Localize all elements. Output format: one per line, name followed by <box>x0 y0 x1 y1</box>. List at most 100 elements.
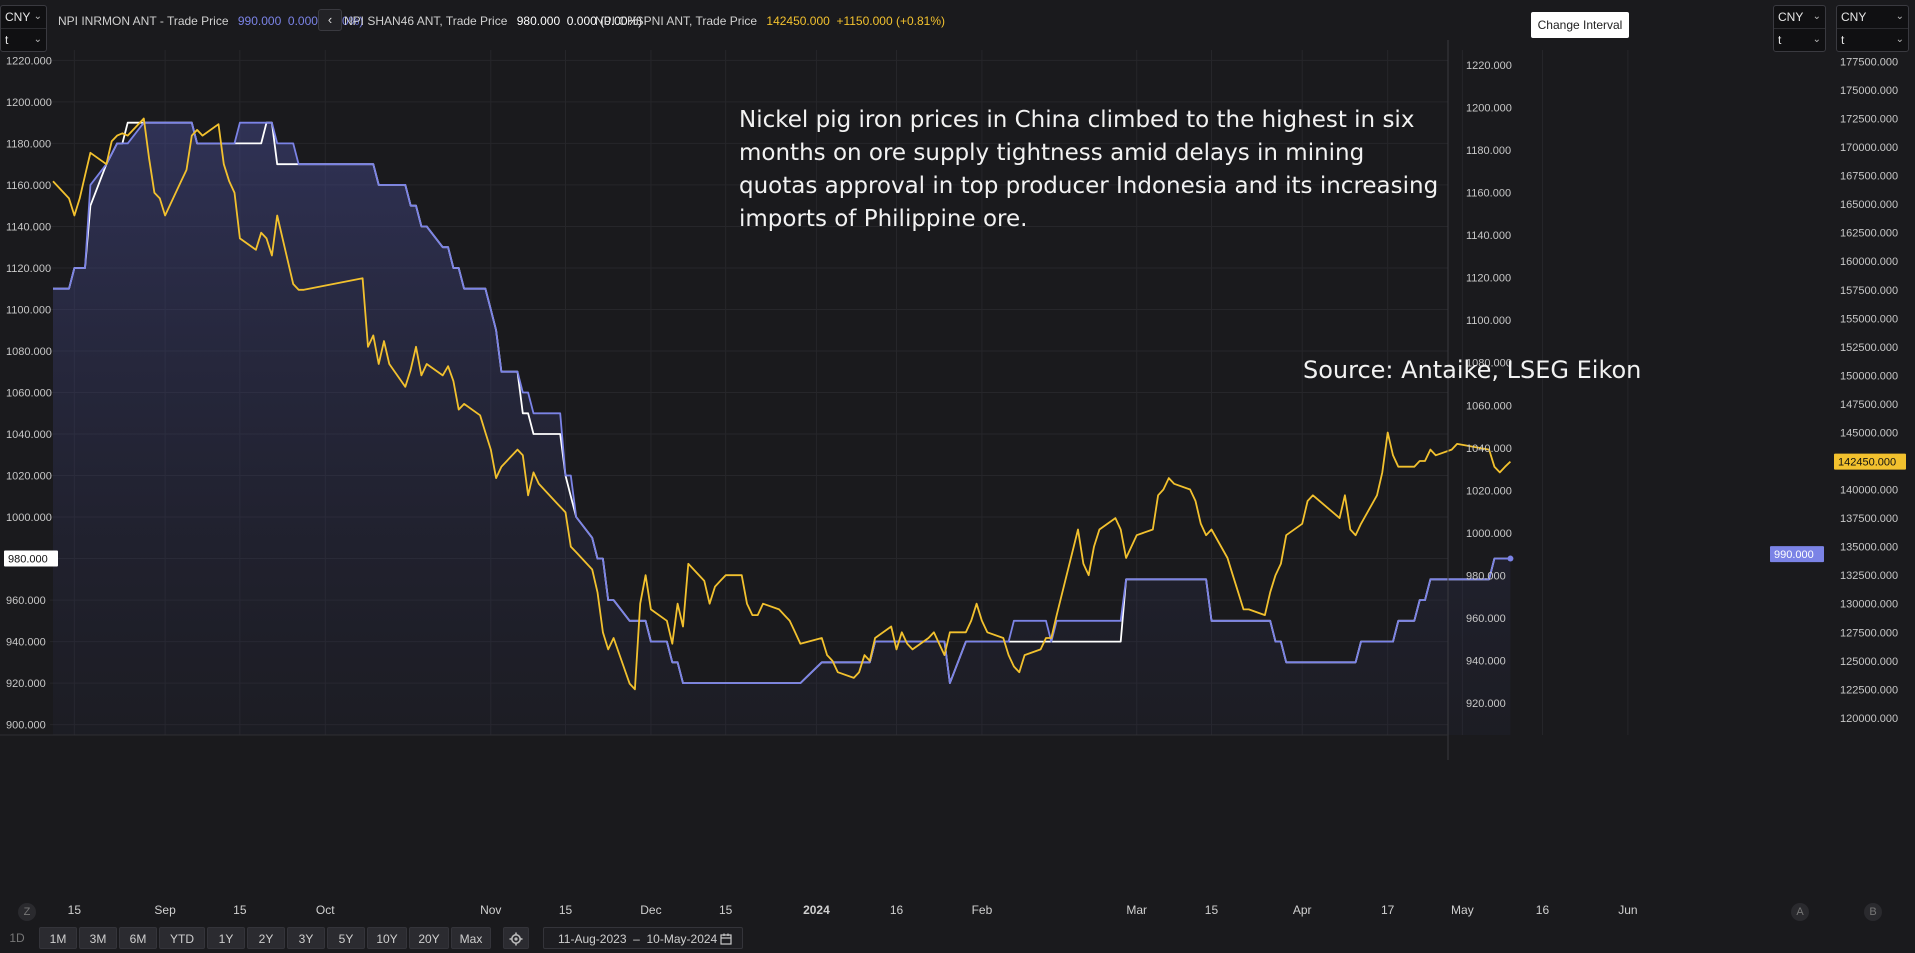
last-value-right-b-bg <box>1834 453 1906 470</box>
last-value-right-a-bg <box>1770 546 1824 563</box>
right-axis-a-tick-label: 1020.000 <box>1466 485 1512 497</box>
series-chspni-line <box>52 117 1512 691</box>
right-axis-b-tick-label: 177500.000 <box>1840 56 1898 68</box>
chevron-down-icon: ⌄ <box>1812 11 1821 22</box>
unit-select[interactable]: t ⌄ <box>1774 28 1825 51</box>
left-axis-tick-label: 1020.000 <box>6 471 52 483</box>
left-axis-tick-label: 940.000 <box>6 637 46 649</box>
left-currency-selector[interactable]: CNY ⌄ t ⌄ <box>0 5 47 52</box>
unit-select[interactable]: t ⌄ <box>1837 28 1908 51</box>
series-inrmon-line <box>53 121 1511 684</box>
legend-shan46-values: 980.000 0.000 (0.00%) <box>516 14 643 28</box>
right-axis-a-tick-label: 1100.000 <box>1466 315 1511 327</box>
date-range-text: 11-Aug-2023 – 10-May-2024 <box>558 932 718 946</box>
period-10y[interactable]: 10Y <box>367 927 407 949</box>
legend-chspni[interactable]: NPI CHSPNI ANT, Trade Price 142450.000 +… <box>595 14 945 28</box>
series-inrmon-endpoint <box>1507 555 1514 562</box>
right-axis-a-tick-label: 1200.000 <box>1466 102 1512 114</box>
right-axis-b-tick-label: 172500.000 <box>1840 114 1898 126</box>
currency-select[interactable]: CNY ⌄ <box>1837 6 1908 28</box>
legend-chspni-name: NPI CHSPNI ANT, Trade Price <box>595 14 758 28</box>
chevron-down-icon: ⌄ <box>33 34 42 45</box>
bottom-toolbar: 1D 1M 3M 6M YTD 1Y 2Y 3Y 5Y 10Y 20Y Max … <box>0 927 1915 953</box>
period-3y[interactable]: 3Y <box>287 927 325 949</box>
chevron-down-icon: ⌄ <box>33 11 42 22</box>
period-6m[interactable]: 6M <box>119 927 157 949</box>
axis-b-button[interactable]: B <box>1864 903 1882 921</box>
x-axis-tick-label: May <box>1451 903 1474 917</box>
currency-select[interactable]: CNY ⌄ <box>1 6 46 28</box>
right-axis-b-tick-label: 155000.000 <box>1840 313 1898 325</box>
right-axis-b-tick-label: 150000.000 <box>1840 370 1898 382</box>
right-axis-b-tick-label: 175000.000 <box>1840 85 1898 97</box>
period-3m[interactable]: 3M <box>79 927 117 949</box>
legend-shan46-name: NPI SHAN46 ANT, Trade Price <box>344 14 508 28</box>
settings-button[interactable] <box>503 927 529 949</box>
legend-shan46[interactable]: NPI SHAN46 ANT, Trade Price 980.000 0.00… <box>344 14 642 28</box>
x-axis-tick-label: Oct <box>316 903 335 917</box>
x-axis-tick-label: 17 <box>1381 903 1395 917</box>
change-interval-button[interactable]: Change Interval <box>1531 12 1629 38</box>
period-1y[interactable]: 1Y <box>207 927 245 949</box>
period-1m[interactable]: 1M <box>39 927 77 949</box>
period-1d[interactable]: 1D <box>9 931 25 945</box>
right-axis-a-tick-label: 980.000 <box>1466 570 1506 582</box>
right-axis-a-tick-label: 1220.000 <box>1466 60 1512 72</box>
x-axis-tick-label: 15 <box>233 903 247 917</box>
period-ytd[interactable]: YTD <box>159 927 205 949</box>
right-axis-a-tick-label: 1120.000 <box>1466 273 1511 285</box>
date-range-picker[interactable]: 11-Aug-2023 – 10-May-2024 <box>543 927 743 949</box>
left-axis-tick-label: 1200.000 <box>6 97 52 109</box>
right-axis-a-tick-label: 920.000 <box>1466 698 1506 710</box>
left-axis-tick-label: 900.000 <box>6 720 46 732</box>
x-axis-tick-label: Nov <box>480 903 501 917</box>
right-axis-b-tick-label: 127500.000 <box>1840 627 1898 639</box>
unit-select[interactable]: t ⌄ <box>1 28 46 51</box>
period-5y[interactable]: 5Y <box>327 927 365 949</box>
right-axis-b-tick-label: 165000.000 <box>1840 199 1898 211</box>
legend-inrmon[interactable]: NPI INRMON ANT - Trade Price 990.000 0.0… <box>58 14 364 28</box>
period-2y[interactable]: 2Y <box>247 927 285 949</box>
right-axis-b-tick-label: 160000.000 <box>1840 256 1898 268</box>
x-axis-tick-label: Feb <box>972 903 993 917</box>
right-axis-b-tick-label: 135000.000 <box>1840 542 1898 554</box>
right-axis-b-tick-label: 157500.000 <box>1840 285 1898 297</box>
legend-chspni-values: 142450.000 +1150.000 (+0.81%) <box>766 14 945 28</box>
x-axis-tick-label: 16 <box>1536 903 1550 917</box>
right-axis-b-tick-label: 132500.000 <box>1840 570 1898 582</box>
axis-a-button[interactable]: A <box>1791 903 1809 921</box>
right-axis-a-tick-label: 1060.000 <box>1466 400 1512 412</box>
zoom-reset-button[interactable]: Z <box>18 903 36 921</box>
x-axis-tick-label: 15 <box>559 903 573 917</box>
right-axis-a-tick-label: 1180.000 <box>1466 145 1511 157</box>
right-axis-a-tick-label: 1140.000 <box>1466 230 1511 242</box>
last-value-left: 980.000 <box>8 554 48 566</box>
legend-inrmon-field: Trade Price <box>166 14 229 28</box>
right-axis-a-tick-label: 1160.000 <box>1466 188 1511 200</box>
right-axis-a-tick-label: 1040.000 <box>1466 443 1512 455</box>
chevron-down-icon: ⌄ <box>1895 34 1904 45</box>
x-axis-tick-label: 15 <box>1205 903 1219 917</box>
x-axis-tick-label: 16 <box>890 903 904 917</box>
legend-collapse-button[interactable]: ‹ <box>318 9 342 31</box>
x-axis-tick-label: Jun <box>1618 903 1637 917</box>
right-b-currency-selector[interactable]: CNY ⌄ t ⌄ <box>1836 5 1909 52</box>
period-20y[interactable]: 20Y <box>409 927 449 949</box>
calendar-icon <box>720 933 732 945</box>
right-a-currency-selector[interactable]: CNY ⌄ t ⌄ <box>1773 5 1826 52</box>
x-axis-tick-label: 2024 <box>803 903 830 917</box>
source-annotation: Source: Antaike, LSEG Eikon <box>1303 356 1642 384</box>
x-axis-tick-label: 15 <box>68 903 82 917</box>
right-axis-b-tick-label: 120000.000 <box>1840 713 1898 725</box>
chevron-down-icon: ⌄ <box>1812 34 1821 45</box>
currency-select[interactable]: CNY ⌄ <box>1774 6 1825 28</box>
left-axis-tick-label: 1220.000 <box>6 55 52 67</box>
right-axis-b-tick-label: 145000.000 <box>1840 427 1898 439</box>
right-axis-a-tick-label: 960.000 <box>1466 613 1506 625</box>
left-axis-tick-label: 960.000 <box>6 595 46 607</box>
x-axis-tick-label: 15 <box>719 903 733 917</box>
last-value-right-a: 990.000 <box>1774 549 1814 561</box>
right-axis-b-tick-label: 122500.000 <box>1840 684 1898 696</box>
period-max[interactable]: Max <box>451 927 491 949</box>
